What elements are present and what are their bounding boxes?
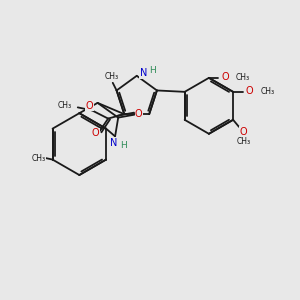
Text: H: H [120, 141, 127, 150]
Text: O: O [86, 101, 93, 111]
Text: H: H [150, 66, 156, 75]
Text: O: O [245, 86, 253, 96]
Text: O: O [240, 127, 247, 136]
Text: O: O [221, 72, 229, 82]
Text: CH₃: CH₃ [236, 137, 250, 146]
Text: O: O [135, 109, 142, 119]
Text: CH₃: CH₃ [260, 87, 274, 96]
Text: CH₃: CH₃ [104, 72, 118, 81]
Text: CH₃: CH₃ [236, 73, 250, 82]
Text: CH₃: CH₃ [57, 101, 71, 110]
Text: O: O [92, 128, 99, 138]
Text: CH₃: CH₃ [32, 154, 46, 163]
Text: N: N [110, 138, 117, 148]
Text: N: N [140, 68, 147, 78]
